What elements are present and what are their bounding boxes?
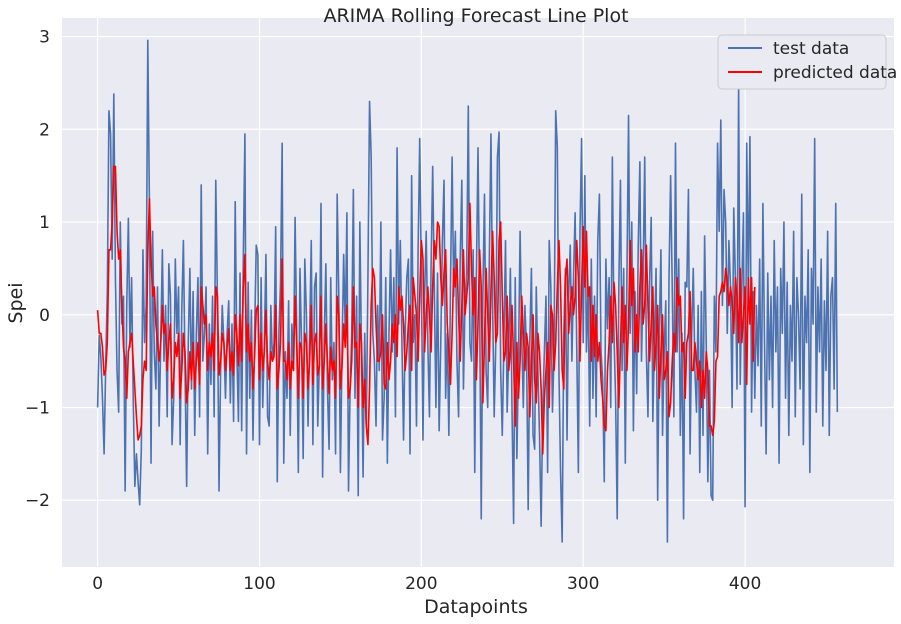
y-tick-label: 3 [39, 28, 50, 48]
x-tick-label: 400 [729, 574, 761, 594]
x-tick-label: 0 [92, 574, 103, 594]
y-tick-label: 2 [39, 120, 50, 140]
y-tick-label: −1 [25, 398, 50, 418]
chart-title: ARIMA Rolling Forecast Line Plot [323, 5, 628, 27]
y-tick-label: 0 [39, 306, 50, 326]
x-tick-label: 300 [567, 574, 599, 594]
x-axis-label: Datapoints [424, 596, 528, 618]
series-layer [96, 39, 839, 543]
legend: test data predicted data [717, 34, 897, 90]
legend-label-test-data: test data [773, 39, 849, 59]
series-line-predicted-data [96, 165, 756, 455]
tick-labels: 0 100 200 300 400 −2 −1 0 1 2 3 [25, 28, 761, 594]
y-axis-label: Spei [5, 282, 27, 323]
x-tick-label: 100 [243, 574, 275, 594]
x-tick-label: 200 [405, 574, 437, 594]
y-tick-label: −2 [25, 491, 50, 511]
legend-label-predicted-data: predicted data [773, 63, 897, 83]
y-tick-label: 1 [39, 213, 50, 233]
